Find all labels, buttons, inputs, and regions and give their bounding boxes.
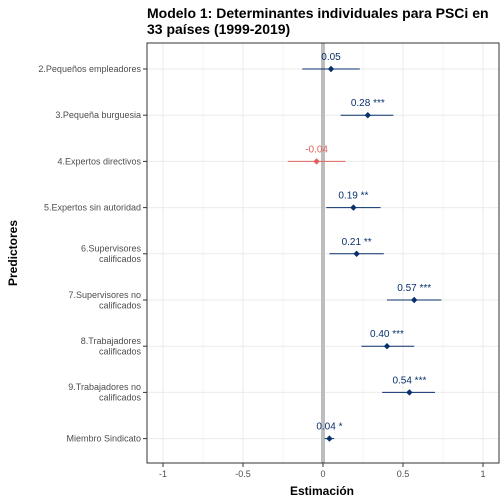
y-tick-label-line: 4.Expertos directivos — [57, 156, 141, 166]
estimate-label: 0.57 *** — [397, 283, 431, 294]
plot-border — [146, 42, 500, 464]
estimate-point — [353, 250, 360, 257]
estimate-label: 0.40 *** — [370, 329, 404, 340]
estimate-point — [326, 435, 333, 442]
x-tick-label: 1 — [480, 469, 485, 479]
estimate-point — [406, 389, 413, 396]
x-tick-label: 0.5 — [397, 469, 410, 479]
estimate-label: 0.04 * — [316, 422, 342, 433]
y-tick-label-line: 3.Pequeña burguesia — [55, 110, 141, 120]
y-tick-label-line: 7.Supervisores no — [68, 290, 141, 300]
y-tick-label: 4.Expertos directivos — [57, 156, 141, 166]
estimate-point — [411, 296, 418, 304]
y-tick-label: Miembro Sindicato — [66, 434, 141, 444]
y-tick-label: 3.Pequeña burguesia — [55, 110, 141, 120]
y-tick-label: 2.Pequeños empleadores — [38, 64, 141, 74]
y-tick-label: 6.Supervisores calificados — [81, 244, 142, 264]
estimate-point — [313, 158, 320, 165]
x-axis-label: Estimación — [289, 484, 355, 498]
y-tick-label-line: calificados — [99, 346, 142, 356]
y-tick-label-line: calificados — [99, 254, 142, 264]
y-tick-label-line: calificados — [99, 393, 142, 403]
estimate-label: 0.19 ** — [338, 191, 368, 202]
x-tick-label: 0 — [320, 469, 325, 479]
x-tick-label: -0.5 — [235, 469, 251, 479]
y-tick-label: 5.Expertos sin autoridad — [44, 203, 141, 213]
y-tick-label-line: 8.Trabajadores — [81, 336, 142, 346]
estimate-point — [383, 343, 391, 350]
y-tick-label-line: 9.Trabajadores no — [68, 382, 141, 392]
y-tick-label-line: calificados — [99, 300, 142, 310]
chart-title-line-1: Modelo 1: Determinantes individuales par… — [147, 5, 489, 21]
y-tick-label-line: Miembro Sindicato — [66, 434, 141, 444]
estimate-label: 0.28 *** — [351, 98, 385, 109]
chart-title: Modelo 1: Determinantes individuales par… — [147, 5, 497, 37]
x-tick-label: -1 — [159, 469, 167, 479]
estimate-label: -0.04 — [305, 144, 328, 155]
chart-title-line-2: 33 países (1999-2019) — [147, 21, 291, 37]
y-tick-label: 7.Supervisores no calificados — [68, 290, 141, 311]
y-tick-label-line: 2.Pequeños empleadores — [38, 64, 141, 74]
estimate-label: 0.54 *** — [392, 375, 426, 386]
y-tick-label: 9.Trabajadores no calificados — [68, 382, 141, 403]
estimate-point — [327, 65, 335, 73]
estimate-label: 0.21 ** — [342, 237, 372, 248]
y-tick-label-line: 6.Supervisores — [81, 244, 142, 254]
y-tick-label: 8.Trabajadores calificados — [81, 336, 142, 357]
estimate-point — [364, 112, 371, 119]
estimate-point — [350, 204, 357, 211]
estimate-label: 0.05 — [321, 52, 341, 63]
y-tick-label-line: 5.Expertos sin autoridad — [44, 203, 141, 213]
